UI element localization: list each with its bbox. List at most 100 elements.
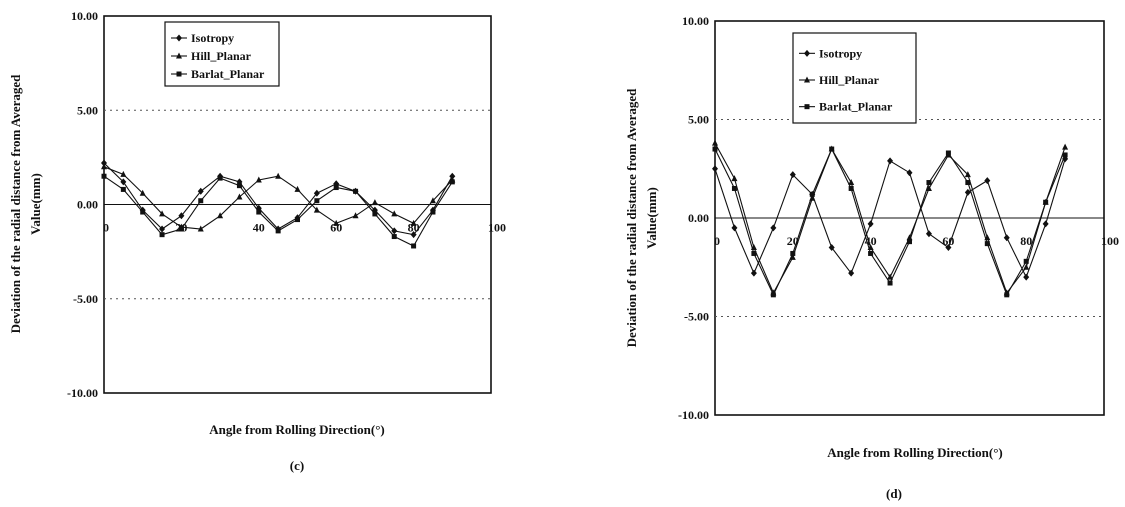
legend-label: Hill_Planar	[191, 49, 252, 63]
data-point	[391, 210, 398, 217]
series-hill-planar	[101, 163, 456, 232]
data-point	[1042, 220, 1049, 228]
legend-label: Isotropy	[191, 31, 234, 45]
legend-label: Barlat_Planar	[191, 67, 265, 81]
data-point	[313, 189, 320, 197]
legend-marker	[804, 49, 810, 57]
data-point	[906, 169, 913, 177]
chart-panel-c: 10.005.000.00-5.00-10.00020406080100Isot…	[8, 9, 506, 473]
data-point	[430, 209, 436, 215]
y-tick-label: 0.00	[77, 198, 98, 212]
legend-label: Hill_Planar	[819, 73, 880, 87]
x-axis-label: Angle from Rolling Direction(°)	[827, 445, 1003, 460]
legend: Isotropy Hill_Planar Barlat_Planar	[164, 21, 280, 87]
legend-label: Isotropy	[819, 46, 862, 60]
data-point	[198, 198, 204, 204]
data-point	[139, 189, 146, 196]
data-point	[1004, 292, 1010, 298]
y-tick-label: 5.00	[688, 113, 709, 127]
data-point	[984, 177, 991, 185]
legend-marker	[804, 76, 810, 83]
data-point	[1062, 143, 1069, 150]
data-point	[275, 172, 282, 179]
data-point	[731, 175, 738, 182]
data-point	[159, 225, 166, 233]
series-isotropy	[101, 159, 456, 239]
series-barlat-planar	[712, 146, 1068, 298]
y-axis-label: Deviation of the radial distance from Av…	[8, 74, 23, 334]
data-point	[829, 146, 835, 152]
x-tick-label: 100	[488, 221, 506, 235]
data-point	[217, 212, 224, 219]
data-point	[256, 209, 262, 215]
x-tick-label: 0	[103, 221, 109, 235]
data-point	[371, 199, 378, 206]
x-tick-label: 60	[330, 221, 342, 235]
data-point	[1023, 258, 1029, 264]
y-tick-label: 10.00	[71, 9, 98, 23]
legend-marker	[176, 71, 182, 77]
data-point	[295, 217, 300, 223]
data-point	[449, 179, 455, 185]
series-line	[103, 175, 453, 247]
data-point	[178, 226, 184, 232]
legend-marker	[176, 34, 182, 42]
data-point	[314, 198, 320, 204]
data-point	[789, 171, 796, 179]
data-point	[965, 180, 971, 186]
data-point	[712, 165, 718, 173]
data-point	[828, 244, 835, 252]
data-point	[750, 269, 757, 277]
data-point	[712, 146, 718, 152]
data-point	[809, 191, 815, 197]
data-point	[926, 180, 932, 186]
data-point	[410, 231, 417, 239]
legend-marker	[176, 52, 182, 59]
y-tick-label: -5.00	[684, 310, 709, 324]
data-point	[790, 250, 796, 256]
data-point	[770, 224, 777, 232]
data-point	[101, 163, 107, 170]
y-tick-label: 0.00	[688, 211, 709, 225]
data-point	[159, 232, 165, 238]
x-tick-label: 0	[714, 234, 720, 248]
panel-caption: (d)	[886, 486, 902, 501]
data-point	[217, 175, 223, 181]
x-axis-label: Angle from Rolling Direction(°)	[209, 422, 385, 437]
data-point	[712, 139, 718, 146]
data-point	[313, 206, 320, 213]
data-point	[789, 253, 796, 260]
data-point	[159, 210, 166, 217]
y-tick-label: -10.00	[678, 408, 709, 422]
data-point	[1043, 199, 1049, 205]
y-tick-label: 5.00	[77, 103, 98, 117]
data-point	[255, 176, 262, 183]
legend-box	[792, 32, 917, 124]
data-point	[731, 185, 737, 191]
y-tick-label: -5.00	[73, 292, 98, 306]
y-tick-label: -10.00	[67, 386, 98, 400]
data-point	[120, 178, 127, 186]
legend-marker	[804, 104, 810, 110]
data-point	[770, 292, 776, 298]
data-point	[410, 219, 417, 226]
data-point	[945, 244, 952, 252]
data-point	[848, 179, 855, 186]
data-point	[140, 209, 146, 215]
data-point	[1023, 273, 1030, 281]
y-axis-label: Deviation of the radial distance from Av…	[624, 88, 639, 348]
data-point	[372, 211, 378, 217]
data-point	[101, 159, 107, 167]
data-point	[333, 185, 339, 191]
data-point	[887, 273, 894, 280]
data-point	[333, 219, 340, 226]
data-point	[751, 250, 757, 256]
data-point	[925, 230, 932, 238]
data-point	[411, 243, 417, 249]
data-point	[867, 220, 874, 228]
data-point	[868, 250, 874, 256]
data-point	[964, 188, 971, 196]
y-axis-label-line2: Value(mm)	[644, 187, 659, 249]
data-point	[848, 185, 854, 191]
